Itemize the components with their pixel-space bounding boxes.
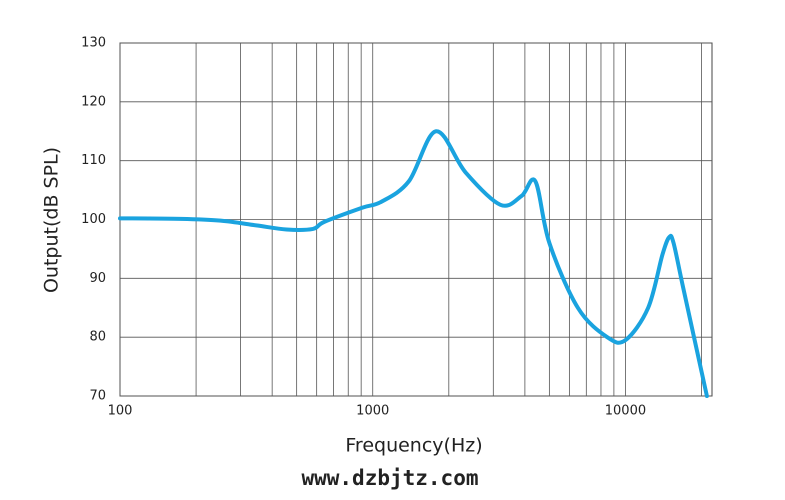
y-tick-label: 130 bbox=[81, 36, 106, 51]
y-tick-label: 110 bbox=[81, 153, 106, 168]
y-axis-title: Output(dB SPL) bbox=[41, 147, 63, 293]
y-tick-label: 90 bbox=[89, 271, 106, 286]
x-tick-label: 100 bbox=[108, 404, 133, 419]
x-tick-label: 1000 bbox=[356, 404, 389, 419]
y-tick-label: 70 bbox=[89, 389, 106, 404]
x-tick-label: 10000 bbox=[605, 404, 646, 419]
y-tick-label: 100 bbox=[81, 212, 106, 227]
y-tick-label: 80 bbox=[89, 330, 106, 345]
x-axis-title: Frequency(Hz) bbox=[345, 435, 482, 457]
response-curve bbox=[118, 129, 709, 398]
y-tick-label: 120 bbox=[81, 94, 106, 109]
watermark: www.dzbjtz.com bbox=[301, 466, 478, 490]
